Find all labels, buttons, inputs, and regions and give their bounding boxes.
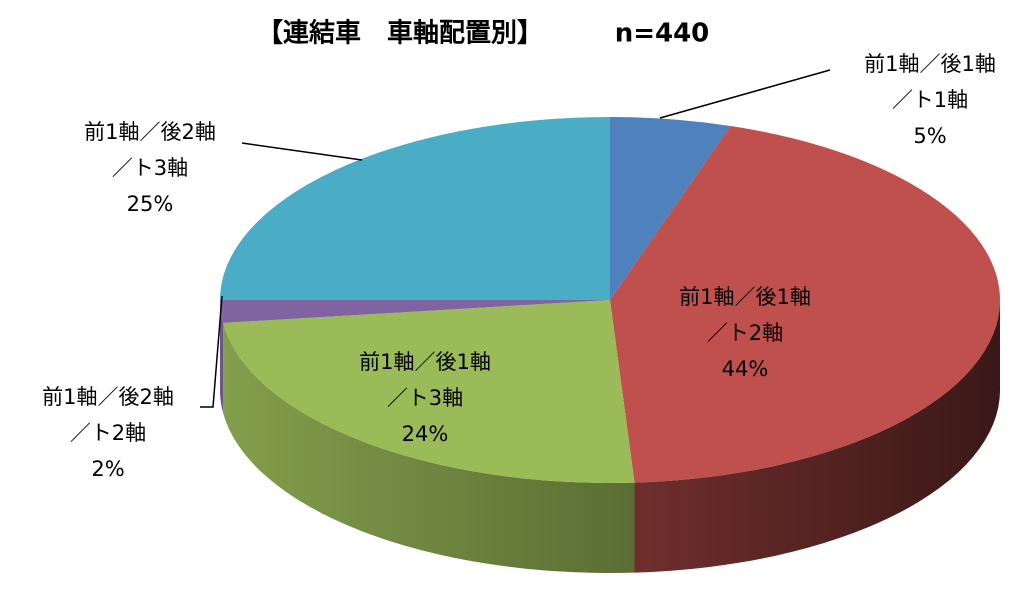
- slice: [610, 125, 1000, 483]
- side-shade: [634, 300, 1000, 573]
- slice: [220, 117, 610, 300]
- slice-label: ／ト2軸: [70, 421, 146, 445]
- slice-label: ／ト3軸: [112, 156, 188, 180]
- value-label: 2%: [91, 457, 124, 481]
- slice-label: ／ト2軸: [707, 321, 783, 345]
- slice: [223, 300, 635, 483]
- slice-label: ／ト1軸: [892, 88, 968, 112]
- value-label: 25%: [127, 192, 174, 216]
- slice-label: 前1軸／後2軸: [84, 120, 216, 144]
- slice: [220, 300, 610, 323]
- value-label: 5%: [913, 124, 946, 148]
- slice: [610, 117, 731, 300]
- value-label: 24%: [402, 422, 449, 446]
- chart-title: 【連結車 車軸配置別】: [257, 18, 543, 49]
- side-shade: [220, 300, 224, 413]
- slice-label: ／ト3軸: [387, 386, 463, 410]
- value-label: 44%: [722, 357, 769, 381]
- chart-subtitle: n=440: [615, 19, 710, 49]
- leader-line: [659, 69, 831, 119]
- leader-line: [241, 142, 363, 161]
- slice-label: 前1軸／後1軸: [359, 350, 491, 374]
- slice-label: 前1軸／後2軸: [42, 385, 174, 409]
- leader-line: [200, 295, 223, 408]
- slice-label: 前1軸／後1軸: [679, 285, 811, 309]
- side-shade: [223, 322, 635, 574]
- slice-label: 前1軸／後1軸: [864, 52, 996, 76]
